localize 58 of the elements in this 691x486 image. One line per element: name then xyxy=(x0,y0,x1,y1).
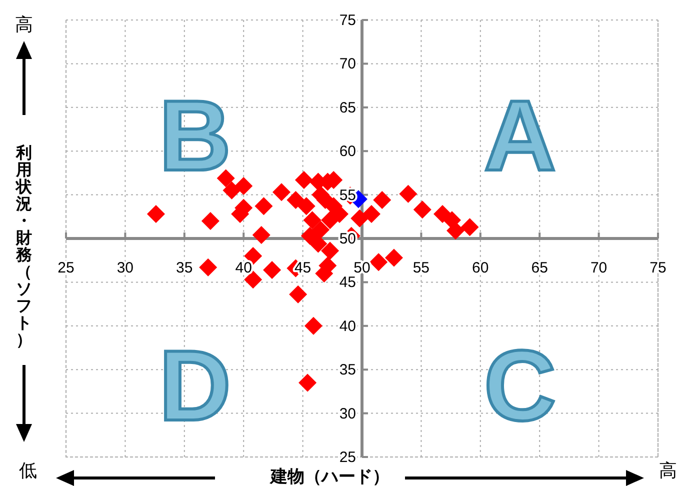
point xyxy=(304,316,322,335)
y-tick-label: 70 xyxy=(339,56,356,73)
x-tick-label: 25 xyxy=(58,260,74,276)
text: 高 xyxy=(15,14,33,34)
y-tick-label: 75 xyxy=(339,12,356,29)
x-tick-label: 70 xyxy=(590,260,608,276)
point xyxy=(254,197,273,216)
point xyxy=(370,253,388,272)
point xyxy=(199,258,218,276)
point xyxy=(263,260,282,279)
point xyxy=(294,170,313,189)
point xyxy=(384,248,403,267)
x-tick-label: 65 xyxy=(531,260,548,276)
point xyxy=(146,205,165,224)
x-tick-label: 55 xyxy=(412,260,430,276)
x-tick-label: 35 xyxy=(176,260,193,276)
point xyxy=(297,197,316,216)
x-tick-label: 50 xyxy=(354,260,370,276)
y-tick-label: 45 xyxy=(339,274,356,292)
text: 低 xyxy=(19,460,37,480)
y-tick-label: 30 xyxy=(339,405,356,422)
point xyxy=(289,285,308,304)
x-tick-label: 75 xyxy=(650,260,666,276)
point xyxy=(362,205,380,224)
point xyxy=(216,169,235,188)
y-tick-label: 65 xyxy=(339,99,356,116)
point xyxy=(446,222,465,240)
text: 高 xyxy=(659,460,677,480)
point xyxy=(252,226,270,244)
point xyxy=(234,177,253,196)
point xyxy=(201,212,220,230)
point xyxy=(460,218,479,236)
point xyxy=(373,191,392,210)
y-tick-label: 35 xyxy=(339,362,356,379)
point xyxy=(321,242,340,260)
text: 利用状況・財務（ソフト） xyxy=(16,145,32,349)
x-axis-title: 建物（ハード） xyxy=(268,467,390,486)
y-tick-label: 60 xyxy=(339,143,356,160)
y-tick-label: 40 xyxy=(339,318,356,335)
point xyxy=(312,220,330,239)
point xyxy=(272,183,290,202)
point xyxy=(321,211,340,230)
annotation: C xyxy=(484,330,556,442)
y-tick-label: 25 xyxy=(339,449,356,466)
x-tick-label: 60 xyxy=(472,260,489,276)
point xyxy=(286,191,305,210)
point xyxy=(399,184,418,203)
point xyxy=(350,209,369,228)
point xyxy=(413,200,432,219)
point xyxy=(222,181,241,200)
x-tick-label: 30 xyxy=(116,260,134,276)
annotation: B xyxy=(158,80,232,192)
x-tick-label: 40 xyxy=(235,260,252,276)
annotation: D xyxy=(158,330,232,442)
point xyxy=(309,234,328,253)
point xyxy=(303,211,322,230)
point xyxy=(298,374,317,392)
annotation: A xyxy=(484,80,556,192)
